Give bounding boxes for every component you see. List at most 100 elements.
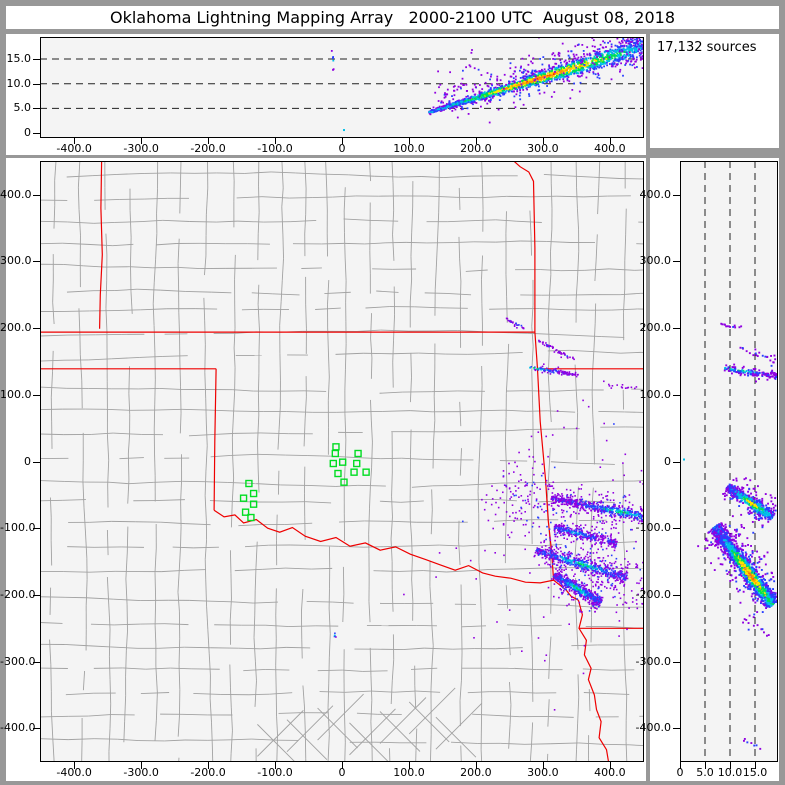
source-point [541, 546, 543, 548]
source-point [597, 514, 600, 516]
county-line [569, 349, 595, 353]
source-point [497, 108, 500, 111]
county-line [285, 567, 312, 570]
source-point [546, 78, 548, 80]
source-point [488, 121, 491, 124]
source-point [606, 571, 608, 573]
source-point [630, 60, 633, 62]
county-line [170, 667, 192, 670]
source-point [626, 514, 628, 516]
source-point [459, 105, 462, 108]
source-point [558, 68, 561, 71]
source-point [508, 462, 510, 465]
source-point [613, 549, 616, 552]
county-line [509, 691, 536, 694]
county-line [594, 351, 621, 354]
source-point [533, 75, 535, 77]
source-point [601, 560, 603, 563]
source-point [568, 623, 570, 625]
source-point [545, 510, 547, 512]
source-point [613, 574, 616, 576]
county-line [279, 301, 282, 326]
source-point [577, 56, 580, 59]
source-point [610, 78, 613, 81]
source-point [594, 73, 597, 76]
source-point [639, 579, 642, 582]
source-point [597, 504, 599, 506]
source-point [599, 535, 602, 538]
source-point [636, 38, 638, 40]
source-point [545, 654, 548, 656]
source-point [542, 56, 545, 58]
source-point [536, 82, 539, 85]
source-point [610, 509, 613, 512]
county-line [210, 600, 232, 603]
county-line [125, 552, 128, 580]
source-point [509, 62, 512, 65]
source-point [561, 503, 564, 506]
county-line [254, 680, 257, 707]
source-point [572, 68, 575, 71]
source-point [495, 91, 497, 94]
source-point [528, 448, 530, 451]
source-point [587, 574, 590, 576]
source-point [591, 505, 594, 508]
source-point [553, 75, 556, 78]
county-line [505, 370, 509, 394]
source-point [591, 539, 593, 541]
source-point [562, 524, 565, 526]
source-point [562, 525, 564, 528]
county-line [209, 698, 212, 723]
source-point [487, 85, 490, 88]
source-point [608, 572, 610, 574]
county-line [433, 396, 436, 421]
county-line [204, 255, 207, 276]
county-line [507, 343, 510, 371]
source-point [610, 527, 613, 530]
source-point [633, 47, 636, 49]
county-line [177, 715, 180, 737]
source-point [567, 63, 569, 66]
source-point [602, 520, 604, 522]
source-point [557, 53, 560, 56]
source-point [566, 510, 568, 513]
source-point [480, 105, 482, 108]
county-line [67, 546, 95, 548]
source-point [573, 55, 576, 58]
source-point [562, 534, 565, 536]
source-point [609, 535, 612, 537]
county-line [105, 408, 131, 411]
source-point [545, 74, 548, 77]
source-point [550, 547, 552, 550]
source-point [614, 515, 617, 517]
source-point [509, 67, 512, 70]
county-line [529, 594, 532, 620]
source-point [455, 547, 458, 549]
source-point [562, 80, 565, 83]
county-line [229, 550, 232, 574]
source-point [559, 72, 562, 75]
source-point [615, 575, 618, 577]
source-point [532, 522, 535, 524]
source-point [525, 76, 528, 79]
source-point [600, 52, 603, 55]
source-point [585, 534, 587, 536]
county-line [282, 234, 284, 259]
source-point [618, 514, 621, 516]
county-line [89, 570, 116, 573]
county-line [153, 259, 157, 283]
source-point [606, 50, 609, 52]
source-point [620, 567, 623, 569]
source-point [628, 509, 630, 512]
source-point [581, 535, 583, 538]
source-point [576, 559, 578, 562]
source-point [533, 483, 536, 485]
source-point [614, 65, 617, 68]
source-point [556, 536, 559, 538]
source-point [621, 505, 624, 507]
source-point [514, 517, 516, 519]
county-line [254, 567, 257, 591]
source-point [600, 512, 603, 515]
source-point [575, 531, 577, 534]
source-point [600, 493, 603, 496]
